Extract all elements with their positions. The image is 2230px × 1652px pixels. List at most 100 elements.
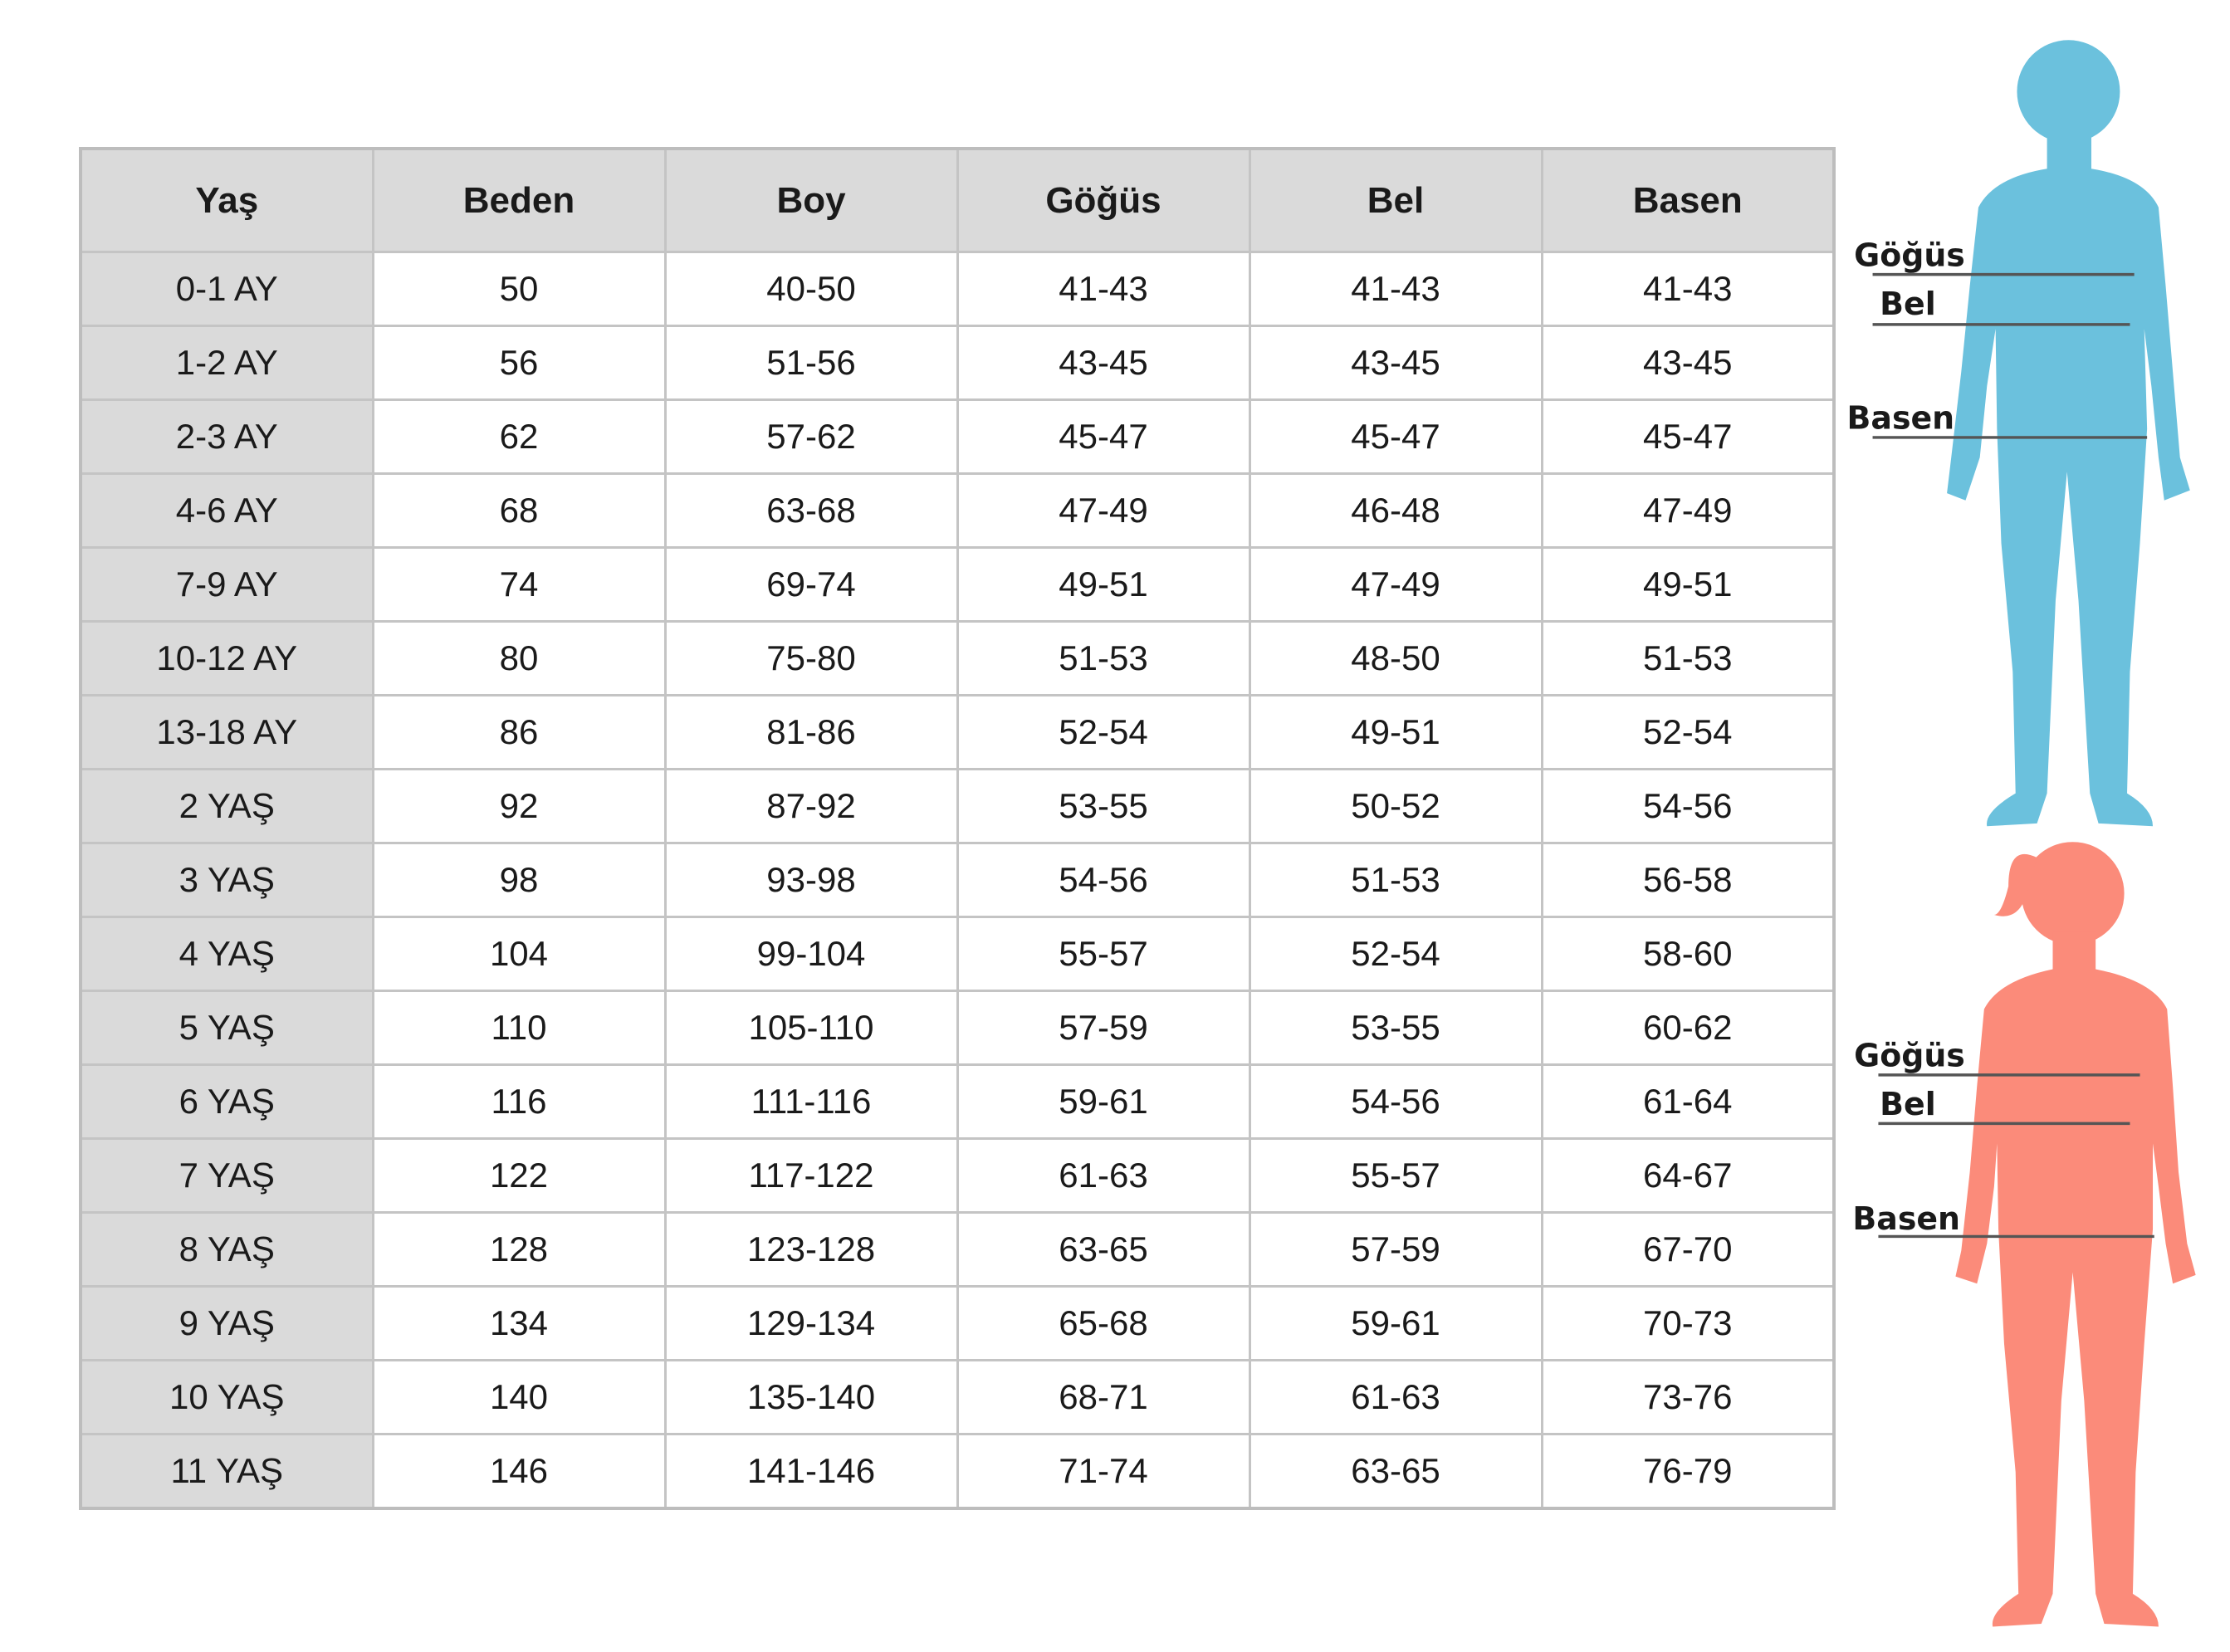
table-cell: 52-54 [956, 694, 1251, 770]
table-cell: 45-47 [1248, 398, 1543, 475]
age-cell: 8 YAŞ [79, 1211, 374, 1288]
table-cell: 87-92 [663, 768, 959, 844]
table-cell: 51-53 [1248, 842, 1543, 918]
table-cell: 51-53 [1540, 620, 1836, 696]
table-row: 10 YAŞ 140 135-140 68-71 61-63 73-76 [79, 1359, 1836, 1435]
girl-ponytail-shape [1993, 853, 2037, 916]
table-cell: 111-116 [663, 1063, 959, 1140]
table-cell: 117-122 [663, 1137, 959, 1214]
table-cell: 59-61 [1248, 1285, 1543, 1361]
table-cell: 99-104 [663, 916, 959, 992]
table-cell: 59-61 [956, 1063, 1251, 1140]
girl-figure: Göğüs Bel Basen [1852, 842, 2196, 1627]
table-cell: 135-140 [663, 1359, 959, 1435]
column-header: Yaş [79, 147, 374, 253]
table-row: 7 YAŞ 122 117-122 61-63 55-57 64-67 [79, 1137, 1836, 1214]
table-row: 6 YAŞ 116 111-116 59-61 54-56 61-64 [79, 1063, 1836, 1140]
table-cell: 63-65 [1248, 1433, 1543, 1510]
table-cell: 64-67 [1540, 1137, 1836, 1214]
table-cell: 69-74 [663, 546, 959, 623]
table-row: 13-18 AY 86 81-86 52-54 49-51 52-54 [79, 694, 1836, 770]
table-cell: 46-48 [1248, 472, 1543, 549]
table-cell: 53-55 [1248, 990, 1543, 1066]
table-cell: 43-45 [1540, 325, 1836, 401]
table-row: 8 YAŞ 128 123-128 63-65 57-59 67-70 [79, 1211, 1836, 1288]
column-header: Göğüs [956, 147, 1251, 253]
table-cell: 92 [371, 768, 667, 844]
age-cell: 4 YAŞ [79, 916, 374, 992]
table-cell: 49-51 [956, 546, 1251, 623]
table-cell: 73-76 [1540, 1359, 1836, 1435]
size-chart-table: Yaş Beden Boy Göğüs Bel Basen 0-1 AY 50 40-50 41… [79, 147, 1836, 1510]
table-cell: 55-57 [1248, 1137, 1543, 1214]
table-cell: 54-56 [956, 842, 1251, 918]
table-cell: 40-50 [663, 251, 959, 327]
table-cell: 86 [371, 694, 667, 770]
table-cell: 48-50 [1248, 620, 1543, 696]
table-cell: 45-47 [956, 398, 1251, 475]
table-cell: 105-110 [663, 990, 959, 1066]
age-cell: 13-18 AY [79, 694, 374, 770]
table-cell: 51-56 [663, 325, 959, 401]
table-row: 5 YAŞ 110 105-110 57-59 53-55 60-62 [79, 990, 1836, 1066]
table-cell: 141-146 [663, 1433, 959, 1510]
table-row: 10-12 AY 80 75-80 51-53 48-50 51-53 [79, 620, 1836, 696]
boy-head-shape [2017, 40, 2120, 144]
boy-hip-label: Basen [1847, 400, 1955, 437]
table-row: 4-6 AY 68 63-68 47-49 46-48 47-49 [79, 472, 1836, 549]
table-cell: 57-59 [1248, 1211, 1543, 1288]
table-cell: 60-62 [1540, 990, 1836, 1066]
age-cell: 1-2 AY [79, 325, 374, 401]
table-cell: 63-65 [956, 1211, 1251, 1288]
table-cell: 146 [371, 1433, 667, 1510]
table-cell: 110 [371, 990, 667, 1066]
table-cell: 129-134 [663, 1285, 959, 1361]
table-cell: 74 [371, 546, 667, 623]
girl-chest-label: Göğüs [1854, 1038, 1965, 1074]
table-cell: 57-62 [663, 398, 959, 475]
table-row: 3 YAŞ 98 93-98 54-56 51-53 56-58 [79, 842, 1836, 918]
table-cell: 70-73 [1540, 1285, 1836, 1361]
table-cell: 45-47 [1540, 398, 1836, 475]
table-cell: 41-43 [1248, 251, 1543, 327]
table-cell: 54-56 [1540, 768, 1836, 844]
age-cell: 7-9 AY [79, 546, 374, 623]
table-cell: 76-79 [1540, 1433, 1836, 1510]
table-cell: 52-54 [1248, 916, 1543, 992]
girl-hip-label: Basen [1852, 1200, 1960, 1237]
table-cell: 134 [371, 1285, 667, 1361]
age-cell: 11 YAŞ [79, 1433, 374, 1510]
girl-body-shape [1955, 931, 2196, 1627]
table-row: 2-3 AY 62 57-62 45-47 45-47 45-47 [79, 398, 1836, 475]
column-header: Beden [371, 147, 667, 253]
age-cell: 3 YAŞ [79, 842, 374, 918]
table-cell: 63-68 [663, 472, 959, 549]
girl-head-shape [2021, 842, 2125, 946]
table-cell: 80 [371, 620, 667, 696]
girl-waist-label: Bel [1880, 1086, 1936, 1122]
table-cell: 68 [371, 472, 667, 549]
table-cell: 58-60 [1540, 916, 1836, 992]
table-cell: 56 [371, 325, 667, 401]
table-row: 1-2 AY 56 51-56 43-45 43-45 43-45 [79, 325, 1836, 401]
table-cell: 65-68 [956, 1285, 1251, 1361]
age-cell: 2 YAŞ [79, 768, 374, 844]
table-row: 7-9 AY 74 69-74 49-51 47-49 49-51 [79, 546, 1836, 623]
age-cell: 0-1 AY [79, 251, 374, 327]
age-cell: 9 YAŞ [79, 1285, 374, 1361]
age-cell: 2-3 AY [79, 398, 374, 475]
age-cell: 10 YAŞ [79, 1359, 374, 1435]
age-cell: 7 YAŞ [79, 1137, 374, 1214]
table-cell: 49-51 [1248, 694, 1543, 770]
table-cell: 52-54 [1540, 694, 1836, 770]
boy-waist-label: Bel [1880, 286, 1936, 322]
table-cell: 93-98 [663, 842, 959, 918]
column-header: Basen [1540, 147, 1836, 253]
age-cell: 5 YAŞ [79, 990, 374, 1066]
table-cell: 56-58 [1540, 842, 1836, 918]
table-cell: 49-51 [1540, 546, 1836, 623]
column-header: Bel [1248, 147, 1543, 253]
table-cell: 47-49 [1540, 472, 1836, 549]
column-header: Boy [663, 147, 959, 253]
boy-figure: Göğüs Bel Basen [1847, 40, 2190, 827]
